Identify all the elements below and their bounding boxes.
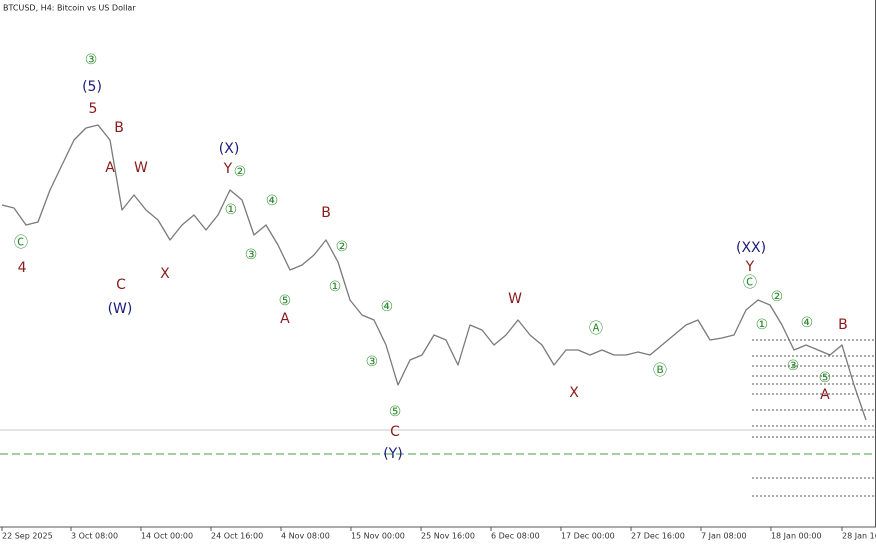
x-tick-label: 22 Sep 2025 [2, 532, 53, 541]
wave-label: A [820, 387, 830, 403]
x-tick-label: 27 Dec 16:00 [631, 532, 685, 541]
wave-label: 4 [18, 260, 27, 276]
wave-label: Ⓐ [589, 321, 603, 337]
wave-label: A [280, 311, 290, 327]
wave-label: Ⓑ [653, 363, 667, 379]
x-tick-label: 14 Oct 00:00 [141, 532, 193, 541]
wave-label: ① [756, 317, 769, 333]
x-tick-label: 17 Dec 00:00 [561, 532, 615, 541]
wave-label: Ⓒ [743, 275, 757, 291]
x-tick-label: 6 Dec 08:00 [491, 532, 540, 541]
wave-label: (X) [219, 141, 240, 157]
chart-title: BTCUSD, H4: Bitcoin vs US Dollar [3, 4, 136, 13]
wave-label: ② [234, 164, 247, 180]
wave-label: ⑤ [819, 370, 832, 386]
x-tick-label: 24 Oct 16:00 [211, 532, 263, 541]
wave-label: ② [336, 239, 349, 255]
wave-label: ③ [787, 358, 800, 374]
wave-label: ③ [245, 247, 258, 263]
wave-label: B [114, 120, 124, 136]
wave-label: Y [745, 259, 755, 275]
wave-label: B [321, 205, 331, 221]
wave-label: ① [329, 279, 342, 295]
x-tick-label: 7 Jan 08:00 [701, 532, 747, 541]
wave-label: Y [223, 161, 233, 177]
wave-label: Ⓒ [14, 235, 28, 251]
x-tick-label: 15 Nov 00:00 [351, 532, 405, 541]
wave-label: 5 [88, 101, 97, 117]
fib-levels [752, 339, 876, 497]
x-tick-label: 18 Jan 00:00 [771, 532, 822, 541]
wave-label: ⑤ [279, 293, 292, 309]
wave-label: ② [771, 289, 784, 305]
wave-label: (XX) [736, 240, 766, 256]
wave-label: C [390, 424, 400, 440]
wave-label: ③ [85, 52, 98, 68]
wave-label: W [508, 291, 522, 307]
wave-label: ① [225, 202, 238, 218]
x-tick-label: 28 Jan 16 [842, 532, 876, 541]
wave-label: (5) [82, 79, 102, 95]
x-tick-label: 3 Oct 08:00 [71, 532, 118, 541]
wave-label: C [116, 277, 126, 293]
wave-label: A [105, 160, 115, 176]
wave-label: X [569, 385, 579, 401]
wave-label: X [160, 266, 170, 282]
wave-label: ④ [266, 193, 279, 209]
x-tick-label: 4 Nov 08:00 [281, 532, 330, 541]
price-series [1, 124, 867, 421]
wave-label: ⑤ [389, 404, 402, 420]
wave-label: B [838, 317, 848, 333]
wave-label: ③ [366, 354, 379, 370]
wave-label: (Y) [383, 446, 402, 462]
x-tick-label: 25 Nov 16:00 [421, 532, 475, 541]
wave-label: ④ [381, 299, 394, 315]
wave-label: (W) [108, 301, 133, 317]
wave-label: W [134, 160, 148, 176]
wave-label: ④ [801, 315, 814, 331]
